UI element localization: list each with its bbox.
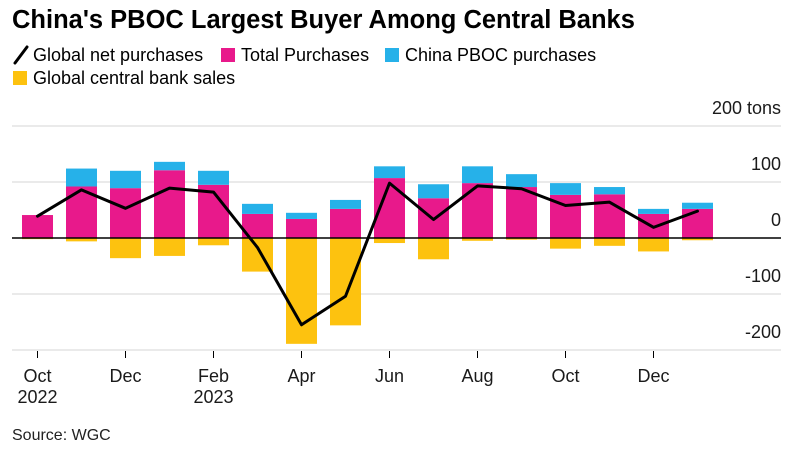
legend-swatch	[13, 71, 27, 85]
x-tick-label-month: Dec	[109, 366, 141, 386]
bar-global-central-bank-sales	[374, 238, 405, 244]
bar-global-central-bank-sales	[594, 238, 625, 246]
x-tick-label-month: Feb	[198, 366, 229, 386]
bar-global-central-bank-sales	[198, 238, 229, 246]
bar-china-pboc-purchases	[374, 166, 405, 179]
bar-total-purchases	[22, 215, 53, 238]
bar-china-pboc-purchases	[418, 184, 449, 199]
line-key-icon	[13, 45, 29, 65]
x-tick-label-year: 2022	[17, 387, 57, 407]
y-tick-label: 200 tons	[712, 98, 781, 118]
legend-label: Global net purchases	[33, 45, 204, 65]
x-tick-label-month: Aug	[461, 366, 493, 386]
x-tick-label-month: Oct	[23, 366, 51, 386]
bar-china-pboc-purchases	[682, 202, 713, 209]
bar-total-purchases	[286, 218, 317, 238]
bar-total-purchases	[330, 208, 361, 238]
bar-global-central-bank-sales	[330, 238, 361, 326]
net-purchases-line	[36, 181, 699, 327]
bar-global-central-bank-sales	[66, 238, 97, 242]
bar-global-central-bank-sales	[154, 238, 185, 256]
chart-title: China's PBOC Largest Buyer Among Central…	[12, 6, 635, 34]
bar-china-pboc-purchases	[286, 212, 317, 219]
legend-swatch	[385, 48, 399, 62]
bar-global-central-bank-sales	[110, 238, 141, 259]
bar-total-purchases	[506, 187, 537, 238]
bar-global-central-bank-sales	[462, 238, 493, 241]
source-note: Source: WGC	[12, 427, 111, 444]
bar-china-pboc-purchases	[66, 168, 97, 187]
line-key-stroke	[13, 45, 29, 65]
axes	[12, 237, 781, 358]
net-purchases-layer	[36, 181, 699, 327]
bar-global-central-bank-sales	[682, 238, 713, 241]
x-tick-label-year: 2023	[193, 387, 233, 407]
y-tick-label: -200	[745, 322, 781, 342]
bar-global-central-bank-sales	[506, 238, 537, 240]
bar-china-pboc-purchases	[110, 170, 141, 189]
bar-china-pboc-purchases	[330, 199, 361, 209]
bar-total-purchases	[110, 188, 141, 238]
bar-total-purchases	[682, 208, 713, 238]
legend-swatch	[221, 48, 235, 62]
bar-china-pboc-purchases	[198, 170, 229, 185]
x-tick-label-month: Jun	[375, 366, 404, 386]
bar-global-central-bank-sales	[418, 238, 449, 260]
bar-china-pboc-purchases	[594, 187, 625, 195]
bar-global-central-bank-sales	[286, 238, 317, 344]
legend-label: Total Purchases	[241, 45, 370, 65]
bars	[22, 161, 713, 344]
bar-china-pboc-purchases	[638, 208, 669, 214]
y-tick-label: 100	[751, 154, 781, 174]
y-tick-label: -100	[745, 266, 781, 286]
bar-china-pboc-purchases	[242, 203, 273, 214]
bar-global-central-bank-sales	[638, 238, 669, 252]
bar-china-pboc-purchases	[506, 174, 537, 188]
bar-china-pboc-purchases	[154, 161, 185, 171]
bar-china-pboc-purchases	[550, 183, 581, 195]
bar-total-purchases	[462, 183, 493, 238]
legend-label: China PBOC purchases	[405, 45, 597, 65]
bar-global-central-bank-sales	[550, 238, 581, 249]
x-tick-label-month: Dec	[637, 366, 669, 386]
bar-total-purchases	[154, 170, 185, 238]
legend-label: Global central bank sales	[33, 68, 236, 88]
x-tick-label-month: Oct	[551, 366, 579, 386]
bar-china-pboc-purchases	[462, 166, 493, 184]
x-tick-label-month: Apr	[287, 366, 315, 386]
y-tick-label: 0	[771, 210, 781, 230]
